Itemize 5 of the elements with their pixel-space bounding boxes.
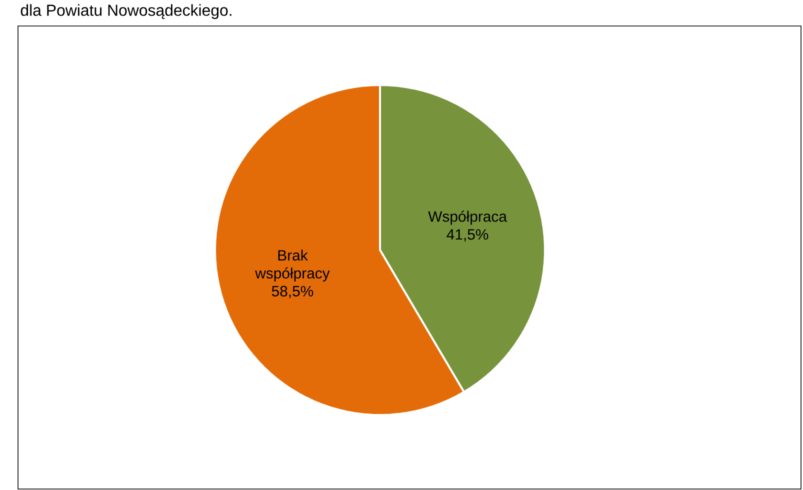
slice-label: Współpraca	[428, 210, 507, 225]
slice-label: Brak współpracy	[255, 250, 330, 282]
data-label: 41,5%	[446, 229, 488, 242]
data-label: 58,5%	[272, 286, 314, 298]
chart-title: dla Powiatu Nowosądeckiego.	[20, 4, 232, 20]
